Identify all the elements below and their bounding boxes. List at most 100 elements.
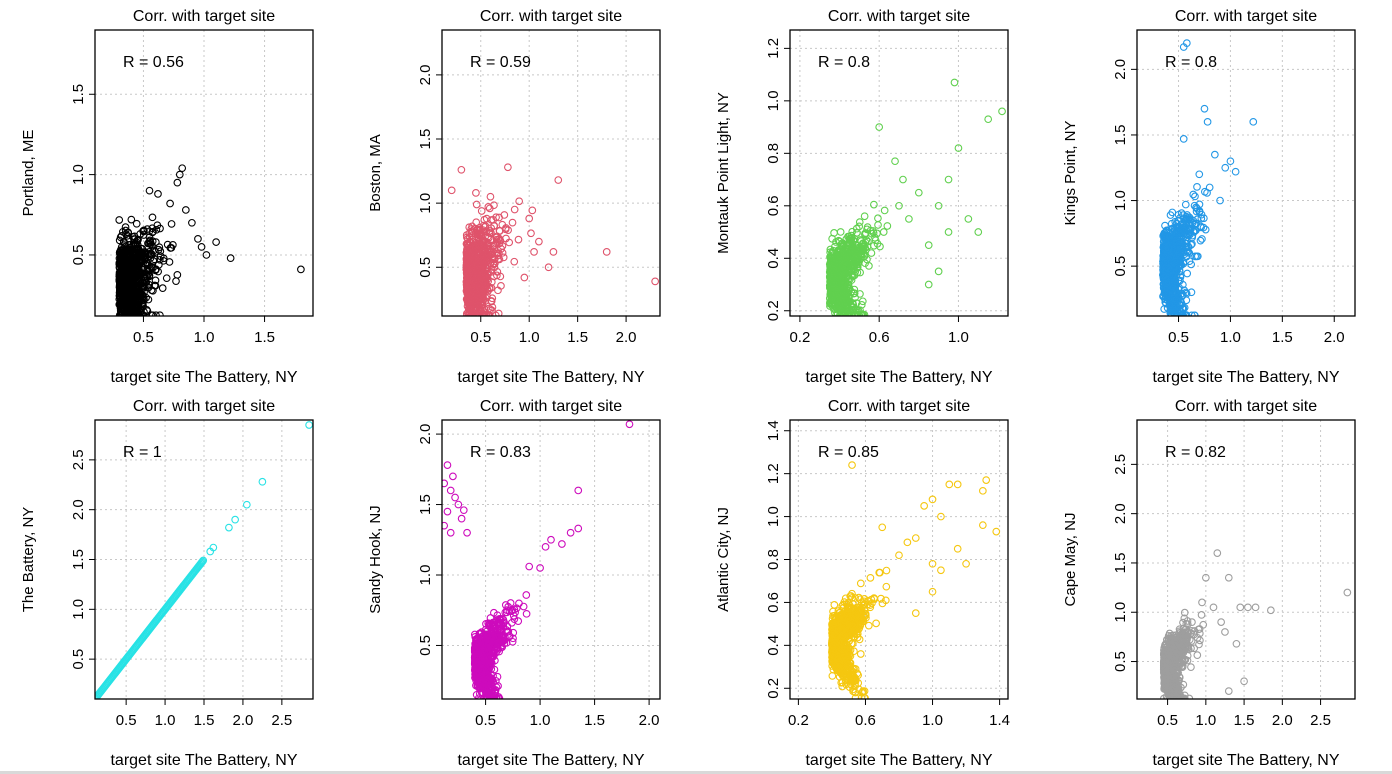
data-point [984,115,993,124]
data-point [490,260,498,269]
panel-title: Corr. with target site [828,8,970,25]
data-point [504,163,512,172]
points-group [447,163,660,316]
data-point [194,235,202,243]
data-point [1175,228,1183,237]
data-point [849,262,858,270]
data-point [574,486,583,495]
data-point [1170,311,1179,316]
data-point [477,207,486,215]
data-point [472,281,480,290]
data-point [471,242,480,251]
panel-title: Corr. with target site [133,8,275,25]
data-point [465,278,474,286]
data-point [159,256,168,265]
data-point [1167,225,1176,233]
data-point [954,144,963,152]
data-point [839,248,847,257]
data-point [212,238,220,246]
data-point [525,214,534,223]
data-point [119,238,128,246]
x-tick-label: 2.0 [1324,329,1345,346]
data-point [527,229,535,238]
data-point [844,280,853,289]
data-point [827,283,835,292]
data-point [1211,150,1219,159]
data-point [134,311,143,316]
data-point [829,275,838,283]
plot-frame [441,419,661,700]
y-tick-label: 0.5 [1112,256,1129,277]
data-point [1249,117,1258,126]
data-point [625,420,634,429]
data-point [1171,217,1180,226]
data-point [472,669,481,677]
data-point [826,291,835,299]
data-point [1193,183,1201,191]
data-point [861,238,870,247]
data-point [502,626,511,634]
data-point [226,254,235,263]
data-point [502,224,510,232]
data-point [501,608,510,617]
x-tick-label: 1.5 [254,329,275,346]
data-point [173,270,182,279]
data-point [998,107,1006,116]
data-point [156,224,164,233]
data-point [852,224,861,233]
data-point [1184,225,1193,233]
data-point [197,558,206,567]
data-point [490,201,498,210]
data-point [475,223,484,232]
data-point [1166,309,1175,316]
y-tick-label: 0.5 [70,649,87,670]
data-point [1181,200,1190,209]
data-point [1170,257,1179,266]
data-point [1200,104,1209,113]
data-point [483,232,492,241]
data-point [151,276,160,285]
data-point [528,206,537,215]
data-point [484,203,493,211]
data-point [487,655,495,664]
data-point [852,228,861,237]
data-point [924,280,933,289]
data-point [520,273,529,282]
data-point [855,218,864,226]
y-axis-label: Montauk Point Light, NY [715,92,732,254]
data-point [845,236,854,244]
y-tick-label: 2.0 [417,424,434,445]
data-point [466,254,475,262]
data-point [457,165,466,174]
data-point [549,248,558,256]
data-point [172,277,180,286]
data-point [501,601,510,609]
data-point [129,240,138,249]
data-point [470,301,478,309]
data-point [493,672,502,681]
data-point [1172,230,1181,239]
data-point [1179,43,1188,51]
data-point [466,302,475,310]
data-point [1205,183,1214,192]
data-point [451,493,459,502]
data-point [1163,283,1172,292]
data-point [875,123,884,131]
y-tick-label: 1.0 [70,164,87,185]
data-point [454,500,463,509]
data-point [851,293,859,302]
data-point [468,235,477,244]
data-point [446,486,455,495]
data-point [131,253,140,262]
data-point [1164,264,1172,273]
data-point [1175,267,1184,275]
data-point [472,189,480,197]
data-point [480,659,489,667]
data-point [1197,214,1206,223]
data-point [125,289,133,298]
data-point [486,244,494,253]
data-point [1195,207,1204,215]
data-point [133,301,141,310]
data-point [178,164,187,173]
